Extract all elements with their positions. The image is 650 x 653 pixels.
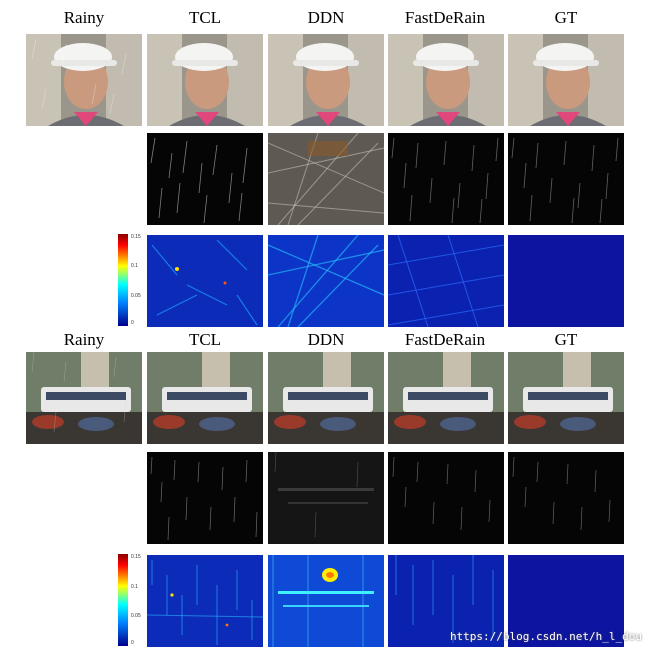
- header-rainy-2: Rainy: [63, 330, 105, 349]
- colorbar-2: [118, 554, 128, 646]
- colorbar-1: [118, 234, 128, 326]
- colorbar-2-tick-mid: 0.1: [131, 584, 138, 590]
- image-rainy-street: [26, 352, 142, 444]
- rain-streak-icon: [150, 137, 248, 224]
- colorbar-1-tick-zero: 0: [131, 320, 134, 326]
- image-rainy-face: [26, 34, 142, 126]
- error-map-ddn-street: [268, 555, 384, 647]
- error-map-icon: [268, 555, 384, 647]
- face-photo-icon: [26, 34, 142, 126]
- error-map-icon: [388, 235, 504, 327]
- image-tcl-face: [147, 34, 263, 126]
- image-ddn-street: [268, 352, 384, 444]
- street-photo-icon: [268, 352, 384, 444]
- header-gt-2: GT: [554, 330, 578, 349]
- face-photo-icon: [388, 34, 504, 126]
- rain-streak-gt-street: [508, 452, 624, 544]
- rain-streak-ddn-street: [268, 452, 384, 544]
- rain-streak-icon: [150, 456, 258, 541]
- colorbar-2-tick-low: 0.05: [131, 613, 141, 619]
- street-photo-icon: [147, 352, 263, 444]
- header-gt: GT: [554, 8, 578, 27]
- header-fastderain: FastDeRain: [404, 8, 486, 27]
- error-map-fastderain-face: [388, 235, 504, 327]
- rain-streak-icon: [268, 452, 384, 544]
- rain-streak-icon: [268, 133, 384, 225]
- face-photo-icon: [147, 34, 263, 126]
- rain-streak-icon: [391, 137, 499, 224]
- error-map-icon: [147, 235, 263, 327]
- error-map-icon: [388, 555, 504, 647]
- header-tcl-2: TCL: [188, 330, 222, 349]
- image-fastderain-face: [388, 34, 504, 126]
- rain-streak-gt-face: [508, 133, 624, 225]
- image-ddn-face: [268, 34, 384, 126]
- rain-streak-tcl-street: [147, 452, 263, 544]
- error-map-tcl-face: [147, 235, 263, 327]
- error-map-tcl-street: [147, 555, 263, 647]
- watermark: https://blog.csdn.net/h_l_dou: [449, 630, 642, 643]
- colorbar-1-tick-max: 0.15: [131, 234, 141, 240]
- error-map-icon: [268, 235, 384, 327]
- rain-streak-icon: [392, 456, 491, 531]
- image-gt-face: [508, 34, 624, 126]
- error-map-icon: [147, 555, 263, 647]
- header-ddn-2: DDN: [307, 330, 345, 349]
- rain-streak-icon: [511, 137, 619, 224]
- image-tcl-street: [147, 352, 263, 444]
- header-rainy: Rainy: [63, 8, 105, 27]
- colorbar-2-tick-max: 0.15: [131, 554, 141, 560]
- header-ddn: DDN: [307, 8, 345, 27]
- street-photo-icon: [26, 352, 142, 444]
- error-map-gt-face: [508, 235, 624, 327]
- error-map-fastderain-street: [388, 555, 504, 647]
- rain-streak-fastderain-face: [388, 133, 504, 225]
- face-photo-icon: [268, 34, 384, 126]
- face-photo-icon: [508, 34, 624, 126]
- image-fastderain-street: [388, 352, 504, 444]
- colorbar-1-tick-mid: 0.1: [131, 263, 138, 269]
- street-photo-icon: [388, 352, 504, 444]
- rain-streak-tcl-face: [147, 133, 263, 225]
- rain-streak-fastderain-street: [388, 452, 504, 544]
- colorbar-1-tick-low: 0.05: [131, 293, 141, 299]
- error-map-ddn-face: [268, 235, 384, 327]
- rain-streak-icon: [512, 456, 611, 531]
- rain-streak-ddn-face: [268, 133, 384, 225]
- header-fastderain-2: FastDeRain: [404, 330, 486, 349]
- street-photo-icon: [508, 352, 624, 444]
- image-gt-street: [508, 352, 624, 444]
- colorbar-2-tick-zero: 0: [131, 640, 134, 646]
- header-tcl: TCL: [188, 8, 222, 27]
- error-map-gt-street: [508, 555, 624, 647]
